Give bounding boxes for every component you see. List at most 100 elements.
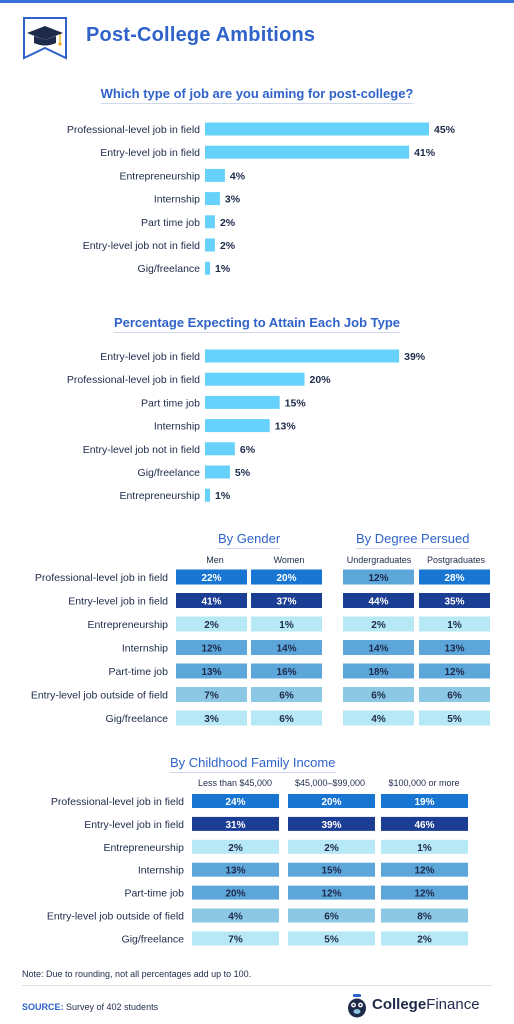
graduation-cap-icon — [23, 17, 67, 60]
cell-value-3-2-3: 1% — [447, 620, 462, 631]
cell-value-3-0-1: 20% — [276, 573, 296, 584]
bar-value-2-0: 39% — [404, 351, 426, 363]
cell-3-3-1 — [251, 640, 322, 655]
cell-value-4-5-0: 4% — [228, 912, 243, 923]
bar-1-5 — [205, 238, 215, 252]
col-header-women: Women — [273, 555, 305, 565]
cell-3-2-0 — [176, 616, 247, 632]
income-group-title: By Childhood Family Income — [170, 755, 336, 770]
bar-1-1 — [205, 145, 410, 159]
cell-value-3-6-1: 6% — [279, 714, 294, 725]
footer-divider — [22, 985, 492, 986]
bar-label-1-5: Entry-level job not in field — [83, 240, 200, 252]
cell-value-3-3-1: 14% — [276, 644, 296, 655]
cell-3-6-3 — [419, 710, 490, 726]
bar-value-2-5: 5% — [235, 467, 251, 479]
bar-2-0 — [205, 349, 400, 363]
cell-value-3-4-1: 16% — [276, 667, 296, 678]
cell-4-6-0 — [192, 931, 279, 946]
source-line: SOURCE: Survey of 402 students — [22, 1002, 158, 1012]
cell-4-0-0 — [192, 794, 279, 808]
cell-3-4-1 — [251, 663, 322, 679]
cell-value-3-1-3: 35% — [444, 597, 464, 608]
cell-3-2-3 — [419, 616, 490, 632]
row-label-3-5: Entry-level job outside of field — [31, 690, 168, 702]
bar-label-1-0: Professional-level job in field — [67, 124, 200, 136]
cell-3-0-2 — [343, 569, 414, 585]
cell-3-4-0 — [176, 663, 247, 679]
row-label-3-4: Part-time job — [108, 666, 168, 678]
cell-value-3-6-2: 4% — [371, 714, 386, 725]
cell-4-4-2 — [381, 885, 468, 900]
bar-label-1-4: Part time job — [141, 217, 200, 229]
cell-value-4-5-1: 6% — [324, 912, 339, 923]
row-label-3-0: Professional-level job in field — [35, 572, 168, 584]
bar-2-2 — [205, 395, 280, 409]
row-label-4-5: Entry-level job outside of field — [47, 911, 184, 923]
row-label-4-2: Entrepreneurship — [103, 842, 184, 854]
cell-3-6-2 — [343, 710, 414, 726]
chart1-title: Which type of job are you aiming for pos… — [100, 86, 414, 101]
cell-value-4-4-2: 12% — [414, 889, 434, 900]
row-label-3-6: Gig/freelance — [106, 713, 169, 725]
cell-4-1-2 — [381, 816, 468, 831]
cell-3-5-2 — [343, 687, 414, 702]
cell-4-5-0 — [192, 908, 279, 923]
cell-3-1-2 — [343, 593, 414, 608]
cell-3-3-2 — [343, 640, 414, 655]
bar-label-1-3: Internship — [154, 194, 200, 206]
cell-value-4-0-2: 19% — [414, 797, 434, 808]
cell-value-3-6-0: 3% — [204, 714, 219, 725]
bar-label-2-2: Part time job — [141, 397, 200, 409]
cell-value-3-1-1: 37% — [276, 597, 296, 608]
bar-label-1-6: Gig/freelance — [138, 263, 201, 275]
row-label-3-1: Entry-level job in field — [68, 596, 168, 608]
cell-value-4-0-0: 24% — [225, 797, 245, 808]
bar-2-6 — [205, 488, 210, 502]
cell-3-5-1 — [251, 687, 322, 702]
bar-label-2-1: Professional-level job in field — [67, 374, 200, 386]
bar-label-2-4: Entry-level job not in field — [83, 444, 200, 456]
cell-value-3-2-0: 2% — [204, 620, 219, 631]
cell-value-4-2-2: 1% — [417, 843, 432, 854]
cell-3-1-0 — [176, 593, 247, 608]
cell-value-3-3-3: 13% — [444, 644, 464, 655]
cell-3-6-1 — [251, 710, 322, 726]
bar-value-1-0: 45% — [434, 124, 456, 136]
cell-3-3-0 — [176, 640, 247, 655]
cell-4-0-2 — [381, 794, 468, 808]
cell-value-3-2-2: 2% — [371, 620, 386, 631]
cell-value-4-5-2: 8% — [417, 912, 432, 923]
cell-3-4-2 — [343, 663, 414, 679]
bar-value-1-5: 2% — [220, 240, 236, 252]
cell-3-1-3 — [419, 593, 490, 608]
cell-3-5-3 — [419, 687, 490, 702]
cell-value-3-4-0: 13% — [201, 667, 221, 678]
cell-4-2-2 — [381, 839, 468, 854]
cell-3-0-1 — [251, 569, 322, 585]
row-label-4-0: Professional-level job in field — [51, 796, 184, 808]
cell-value-4-1-1: 39% — [321, 820, 341, 831]
cell-value-4-3-1: 15% — [321, 866, 341, 877]
bar-label-2-6: Entrepreneurship — [119, 490, 200, 502]
bar-value-1-6: 1% — [215, 263, 231, 275]
cell-4-4-1 — [288, 885, 375, 900]
bar-2-3 — [205, 419, 270, 433]
col-header-income-low: Less than $45,000 — [197, 778, 273, 788]
cell-4-2-1 — [288, 839, 375, 854]
cell-3-4-3 — [419, 663, 490, 679]
col-header-undergraduates: Undergraduates — [346, 555, 412, 565]
cell-4-1-1 — [288, 816, 375, 831]
cell-value-3-5-2: 6% — [371, 691, 386, 702]
cell-4-0-1 — [288, 794, 375, 808]
cell-value-3-1-0: 41% — [201, 597, 221, 608]
bar-label-1-2: Entrepreneurship — [119, 170, 200, 182]
bar-value-1-1: 41% — [414, 147, 436, 159]
cell-value-3-4-2: 18% — [368, 667, 388, 678]
bar-value-2-1: 20% — [310, 374, 332, 386]
bar-2-5 — [205, 465, 230, 479]
brand-logo: CollegeFinance — [346, 993, 506, 1019]
bar-1-4 — [205, 215, 215, 229]
cell-3-2-1 — [251, 616, 322, 632]
cell-value-4-0-1: 20% — [321, 797, 341, 808]
